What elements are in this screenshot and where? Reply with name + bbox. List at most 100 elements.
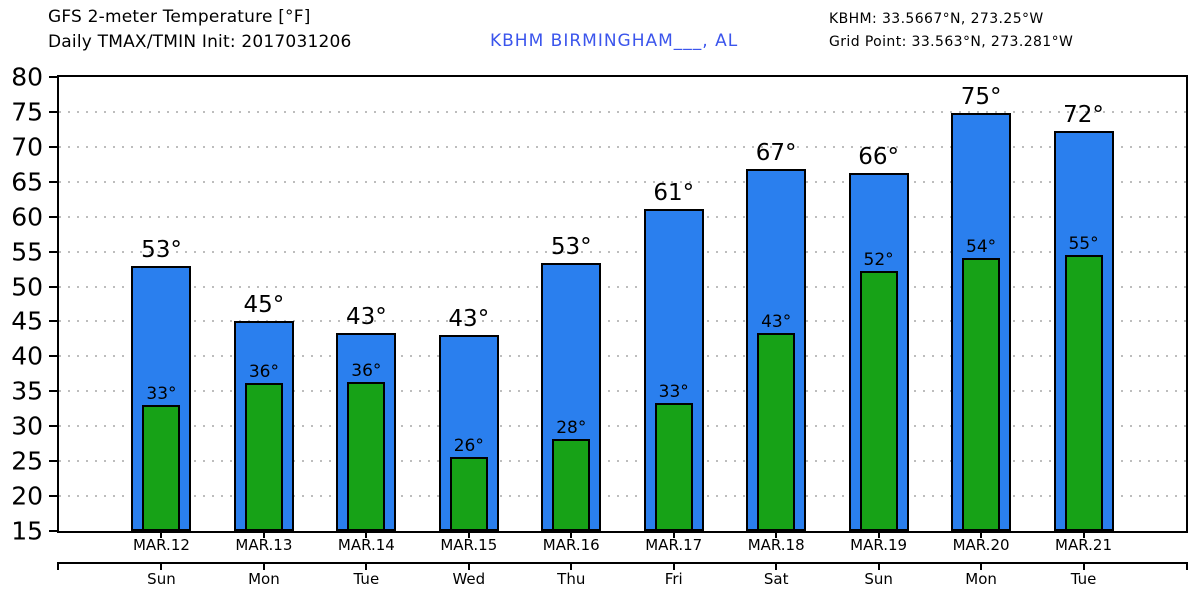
y-axis-label: 60 — [11, 202, 43, 232]
tmax-value-label: 43° — [448, 305, 490, 332]
grid-point-coordinates: Grid Point: 33.563°N, 273.281°W — [829, 34, 1074, 50]
gridline — [59, 285, 1186, 288]
x-axis-date-label: MAR.18 — [747, 536, 805, 554]
x-axis-tick — [570, 533, 573, 538]
gridline — [59, 425, 1186, 428]
y-axis-label: 65 — [11, 167, 43, 197]
weekday-axis-tick — [775, 564, 778, 570]
chart-axes: 53° 33° 45° 36° 43° 36° 43° 26° 53° 28° 61° 33° 67° 4… — [11, 65, 1188, 588]
y-axis-tick — [49, 425, 57, 428]
x-axis-date-label: MAR.12 — [132, 536, 190, 554]
header-left: GFS 2-meter Temperature [°F] Daily TMAX/… — [48, 5, 352, 55]
y-axis-tick — [49, 145, 57, 148]
tmin-bar — [757, 332, 796, 531]
tmin-value-label: 33° — [658, 382, 689, 403]
y-axis-label: 25 — [11, 446, 43, 476]
y-axis-tick — [49, 390, 57, 393]
x-axis-date-label: MAR.20 — [952, 536, 1010, 554]
x-axis-tick — [365, 533, 368, 538]
weekday-label: Wed — [452, 570, 486, 588]
y-axis-label: 15 — [11, 516, 43, 546]
tmin-bar — [244, 382, 283, 531]
y-axis-tick — [49, 460, 57, 463]
tmin-value-label: 26° — [453, 435, 484, 456]
y-axis-tick — [49, 110, 57, 113]
x-axis-tick — [467, 533, 470, 538]
weekday-axis-end-tick — [57, 564, 59, 570]
gridline — [59, 215, 1186, 218]
tmin-value-label: 36° — [351, 361, 382, 382]
weekday-label: Mon — [965, 570, 997, 588]
x-axis-date-label: MAR.21 — [1055, 536, 1112, 554]
weekday-label: Sun — [147, 570, 176, 588]
y-axis-tick — [49, 250, 57, 253]
tmin-bar — [962, 257, 1001, 531]
x-axis-date-label: MAR.16 — [542, 536, 600, 554]
y-axis-tick — [49, 180, 57, 183]
weekday-axis-line — [57, 562, 1188, 564]
y-axis-tick — [49, 320, 57, 323]
y-axis-label: 20 — [11, 481, 43, 511]
y-axis-tick — [49, 76, 57, 78]
y-axis-label: 35 — [11, 376, 43, 406]
weekday-axis-end-tick — [1186, 564, 1188, 570]
tmax-value-label: 43° — [345, 303, 387, 330]
x-axis-tick — [1082, 533, 1085, 538]
tmax-value-label: 53° — [550, 233, 592, 260]
weekday-label: Sun — [864, 570, 893, 588]
weekday-axis-tick — [365, 564, 368, 570]
gridline — [59, 180, 1186, 183]
tmin-bar — [552, 438, 591, 531]
x-axis-date-label: MAR.13 — [235, 536, 293, 554]
weekday-label: Fri — [664, 570, 683, 588]
tmin-bar — [654, 403, 693, 531]
y-axis-tick — [49, 285, 57, 288]
station-name: KBHM BIRMINGHAM___, AL — [490, 31, 739, 51]
gridline — [59, 355, 1186, 358]
tmax-value-label: 75° — [960, 84, 1002, 111]
x-axis-tick — [980, 533, 983, 538]
gridline — [59, 145, 1186, 148]
weekday-axis-tick — [467, 564, 470, 570]
tmin-value-label: 33° — [146, 383, 177, 404]
x-axis-date-label: MAR.15 — [440, 536, 498, 554]
tmin-value-label: 52° — [863, 250, 894, 271]
tmax-value-label: 45° — [243, 292, 285, 319]
header-right: KBHM: 33.5667°N, 273.25°W Grid Point: 33… — [829, 8, 1073, 54]
y-axis-tick — [49, 530, 57, 532]
tmin-value-label: 28° — [556, 417, 587, 438]
tmax-value-label: 53° — [141, 236, 182, 263]
y-axis-label: 45 — [11, 306, 43, 336]
weekday-axis-tick — [262, 564, 265, 570]
weekday-axis-tick — [980, 564, 983, 570]
weekday-label: Tue — [353, 570, 380, 588]
weekday-axis-tick — [160, 564, 163, 570]
gridline — [59, 460, 1186, 463]
gridline — [59, 110, 1186, 113]
y-axis-tick — [49, 355, 57, 358]
weekday-axis-tick — [877, 564, 880, 570]
gridline — [59, 320, 1186, 323]
tmax-value-label: 72° — [1063, 102, 1104, 129]
y-axis-label: 50 — [11, 272, 43, 302]
x-axis-tick — [672, 533, 675, 538]
chart-subtitle: Daily TMAX/TMIN Init: 2017031206 — [48, 32, 352, 52]
plot-area: 53° 33° 45° 36° 43° 36° 43° 26° 53° 28° 61° 33° 67° 4… — [57, 75, 1188, 533]
y-axis-tick — [49, 495, 57, 498]
gridline — [59, 495, 1186, 498]
tmin-bar — [449, 456, 488, 531]
weekday-label: Tue — [1070, 570, 1097, 588]
x-axis-date-label: MAR.17 — [645, 536, 703, 554]
weekday-axis-tick — [672, 564, 675, 570]
tmin-value-label: 54° — [966, 236, 997, 257]
x-axis-tick — [160, 533, 163, 538]
x-axis-tick — [877, 533, 880, 538]
y-axis-label: 30 — [11, 411, 43, 441]
y-axis-label: 70 — [11, 132, 43, 162]
weekday-label: Mon — [248, 570, 280, 588]
tmin-value-label: 55° — [1068, 234, 1099, 255]
tmax-value-label: 67° — [755, 139, 797, 166]
tmin-bar — [859, 271, 898, 531]
gridline — [59, 250, 1186, 253]
y-axis-label: 75 — [11, 97, 43, 127]
